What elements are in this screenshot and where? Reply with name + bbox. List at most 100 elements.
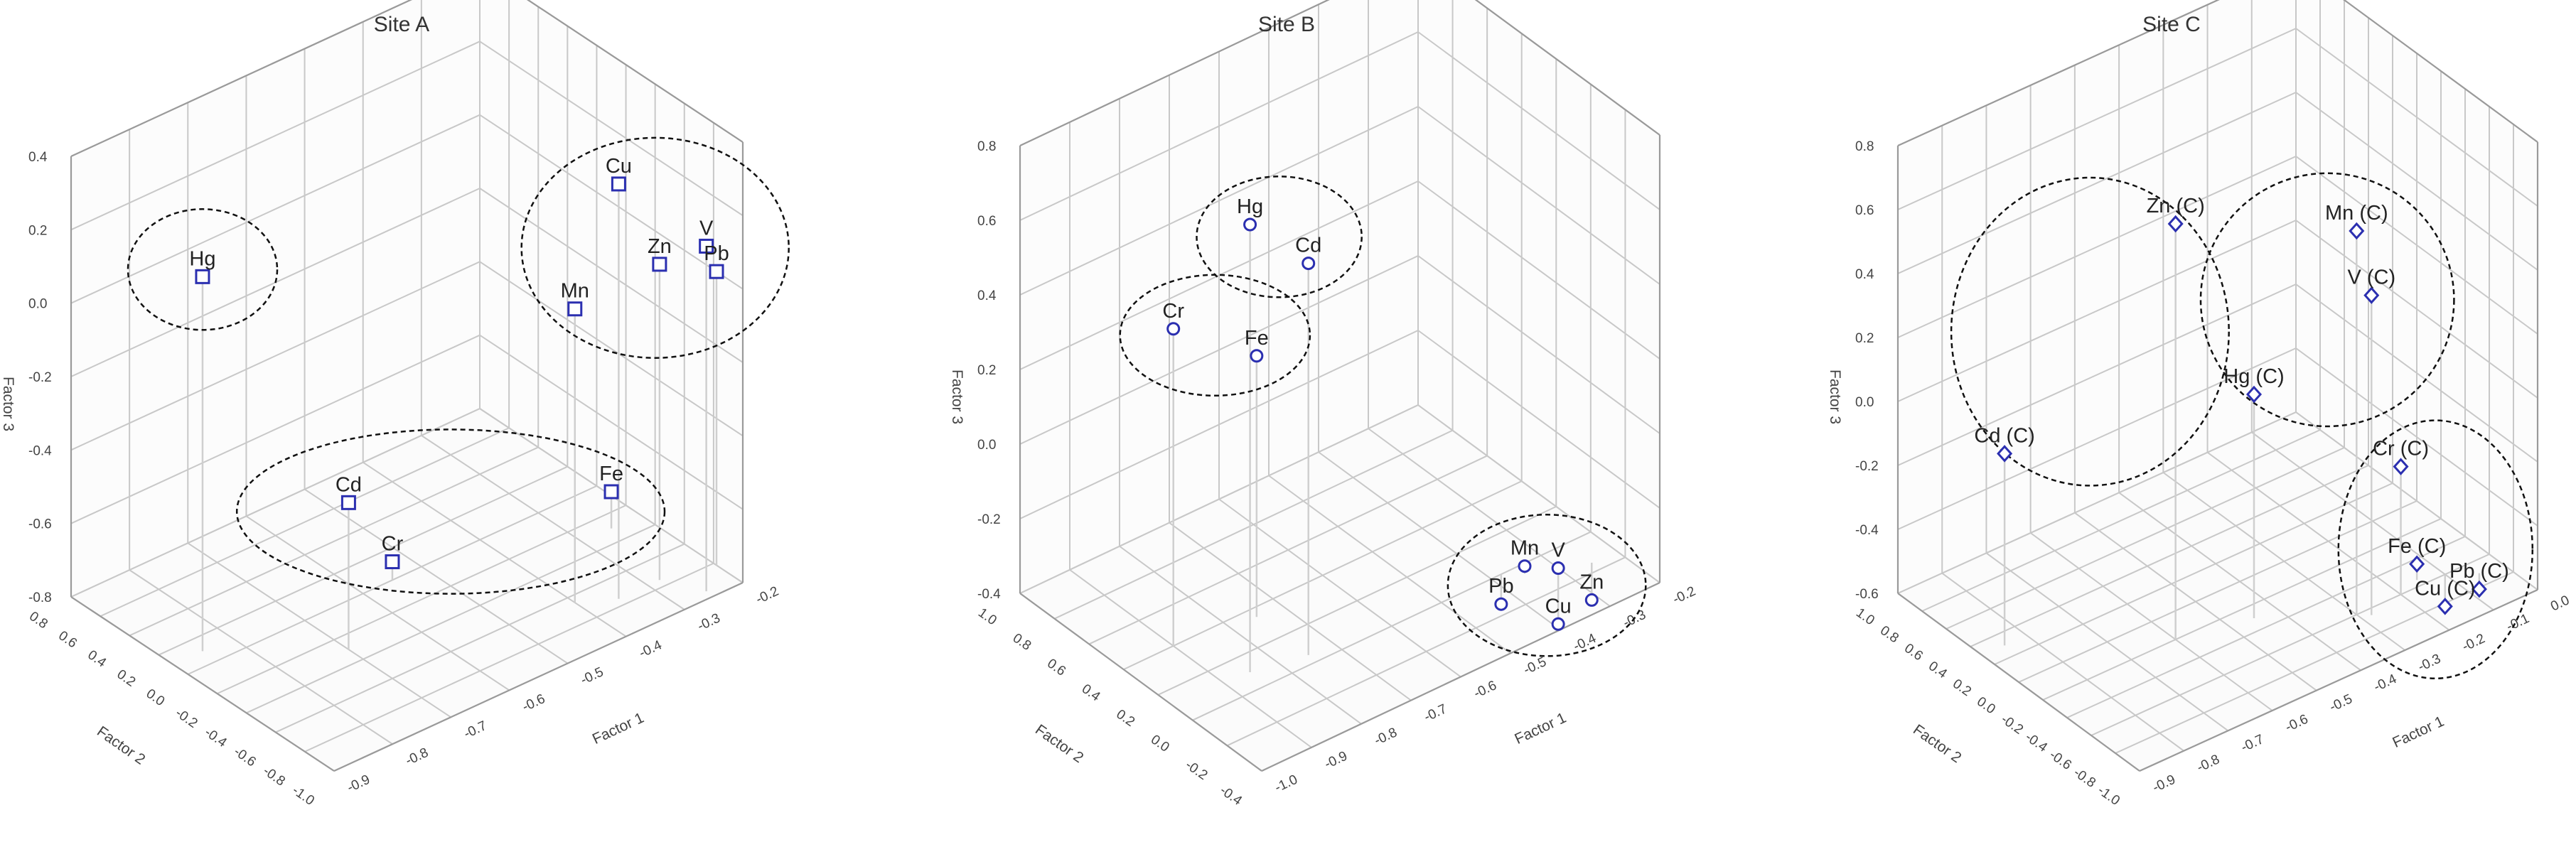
x-tick-label: 0.0 — [2548, 593, 2572, 614]
grid-line — [1088, 455, 1488, 645]
grid-line — [363, 461, 627, 637]
x-tick-label: -0.2 — [2460, 631, 2488, 654]
z-tick-label: -0.6 — [28, 517, 52, 532]
z-tick-label: -0.2 — [1855, 459, 1879, 474]
grid-line — [1417, 106, 1660, 285]
point-label: Cr — [382, 533, 404, 556]
z-tick-label: -0.2 — [977, 512, 1001, 527]
z-tick-label: 0.0 — [977, 438, 996, 453]
cluster-ellipse — [235, 428, 666, 595]
x-axis-label: Factor 1 — [2390, 713, 2447, 751]
y-tick-label: 0.0 — [1974, 694, 1998, 717]
grid-line — [217, 505, 626, 695]
grid-line — [2295, 411, 2538, 590]
x-tick-label: -0.9 — [345, 772, 372, 796]
grid-line — [2042, 518, 2442, 701]
grid-line — [1157, 505, 1557, 696]
grid-line — [1417, 31, 1660, 210]
y-tick-label: -0.4 — [2022, 730, 2050, 755]
box-edge — [526, 0, 744, 143]
x-tick-label: -0.8 — [1372, 725, 1400, 748]
back-wall-x — [71, 0, 480, 597]
grid-line — [2295, 156, 2538, 335]
data-point — [1494, 597, 1508, 611]
x-tick-label: -0.9 — [1322, 749, 1350, 772]
grid-line — [70, 334, 481, 524]
grid-line — [2295, 92, 2538, 271]
x-tick-label: -0.6 — [1471, 678, 1499, 701]
z-tick-label: -0.4 — [1855, 523, 1879, 538]
data-point — [652, 257, 667, 272]
x-tick-label: -0.9 — [2150, 772, 2178, 796]
grid-line — [1417, 330, 1660, 509]
y-tick-label: -0.6 — [2046, 748, 2074, 773]
data-point — [195, 269, 210, 284]
y-tick-label: -0.2 — [173, 706, 200, 731]
x-tick-label: -0.2 — [753, 584, 781, 608]
z-axis-label: Factor 3 — [0, 377, 16, 431]
x-tick-label: -0.7 — [2239, 732, 2267, 755]
y-tick-label: 0.0 — [144, 686, 168, 709]
grid-line — [1897, 92, 2297, 274]
point-label: Cr (C) — [2373, 438, 2429, 460]
y-tick-label: 0.2 — [1950, 676, 1974, 699]
data-point — [2409, 555, 2425, 573]
data-point — [2437, 598, 2453, 615]
x-tick-label: -0.5 — [579, 664, 606, 688]
chart-panel-site-c: 0.0 -0.1 -0.2 -0.3 -0.4 -0.5 -0.6 -0.7 -0.8 -0.9 1… — [1827, 0, 2572, 809]
x-tick-label: -0.6 — [520, 691, 548, 715]
y-tick-label: 0.2 — [114, 667, 138, 690]
grid-line — [1417, 404, 1660, 583]
point-label: Hg — [1237, 195, 1263, 218]
y-tick-label: 0.4 — [1926, 659, 1950, 682]
x-tick-label: -0.4 — [2371, 671, 2399, 695]
x-tick-label: -1.0 — [1272, 772, 1300, 796]
cluster-ellipse — [1950, 176, 2230, 487]
grid-line — [158, 465, 568, 656]
x-tick-label: -0.2 — [1670, 584, 1698, 608]
y-tick-label: 0.6 — [55, 628, 80, 651]
grid-line — [70, 41, 481, 231]
x-tick-label: -0.7 — [462, 718, 490, 742]
grid-line — [1946, 447, 2345, 630]
box-edge — [2343, 0, 2538, 143]
z-tick-label: -0.6 — [1855, 587, 1879, 602]
grid-line — [100, 427, 510, 617]
point-label: Cd (C) — [1974, 424, 2034, 447]
grid-line — [1019, 31, 1419, 221]
point-label: Fe (C) — [2388, 535, 2446, 558]
point-label: Hg (C) — [2223, 365, 2284, 388]
grid-line — [479, 261, 744, 437]
data-point — [340, 495, 356, 510]
grid-line — [304, 562, 714, 752]
z-tick-label: -0.4 — [977, 587, 1001, 602]
data-point — [2471, 580, 2487, 598]
point-label: V (C) — [2347, 266, 2395, 289]
grid-line — [1019, 106, 1419, 296]
back-wall-y — [480, 0, 743, 583]
grid-line — [1897, 28, 2297, 210]
y-axis-label: Factor 2 — [1032, 721, 1086, 766]
y-tick-label: 0.4 — [85, 647, 109, 671]
point-label: Cu — [606, 155, 632, 178]
grid-line — [70, 408, 481, 598]
y-axis-label: Factor 2 — [94, 723, 148, 768]
cluster-ellipse — [1119, 274, 1311, 397]
chart-title: Site B — [1258, 13, 1315, 36]
box-edge — [1019, 593, 1262, 772]
grid-line — [2295, 28, 2538, 207]
grid-line — [246, 524, 656, 714]
y-tick-label: 0.4 — [1079, 681, 1103, 705]
grid-line — [1069, 569, 1312, 748]
data-point — [1551, 561, 1565, 576]
grid-line — [2018, 500, 2417, 683]
x-tick-label: -0.7 — [1422, 701, 1449, 725]
z-tick-label: 0.4 — [1855, 267, 1874, 282]
chart-panel-site-b: -0.2-0.3-0.4-0.5-0.6-0.7-0.8-0.9-1.01.00… — [949, 0, 1698, 809]
grid-line — [2091, 554, 2490, 736]
grid-line — [479, 41, 744, 217]
data-point — [567, 301, 583, 317]
z-tick-label: 0.0 — [28, 297, 47, 312]
grid-line — [1970, 465, 2369, 647]
box-edge — [70, 596, 335, 772]
